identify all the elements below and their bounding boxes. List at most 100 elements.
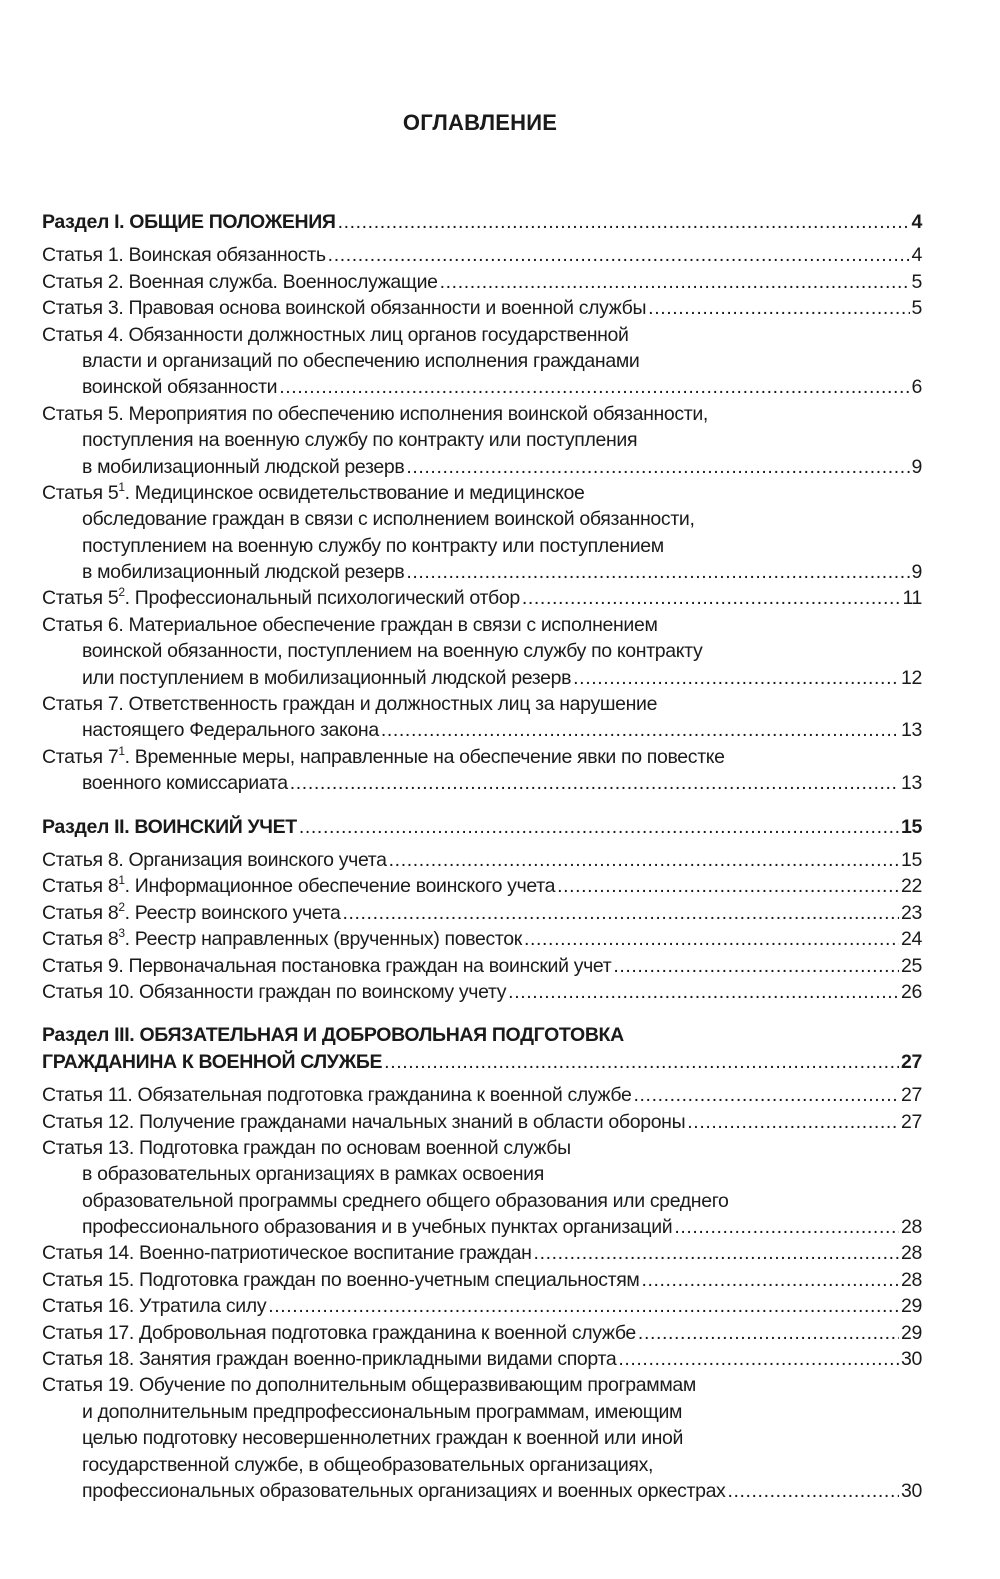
entry-number: Статья 3 [42,297,119,320]
toc-entry[interactable]: Статья 16. Утратила силу 29 [42,1293,922,1319]
entry-title: воинской обязанности [82,376,278,399]
toc-entry[interactable]: Статья 15. Подготовка граждан по военно-… [42,1267,922,1293]
page-number[interactable]: 13 [901,772,922,795]
toc-entry[interactable]: Статья 12. Получение гражданами начальны… [42,1109,922,1135]
entry-number: Статья 2 [42,270,119,293]
toc-line: Статья 15. Подготовка граждан по военно-… [42,1267,922,1293]
page-number[interactable]: 28 [901,1216,922,1239]
page-number[interactable]: 29 [901,1321,922,1344]
toc-entry[interactable]: Статья 52. Профессиональный психологичес… [42,585,922,611]
entry-superscript: 2 [118,585,125,600]
page-number[interactable]: 5 [911,270,923,293]
entry-number: Статья 8 [42,848,119,871]
entry-title: в мобилизационный людской резерв [82,561,405,584]
entry-title: . Подготовка граждан по основам военной … [128,1136,571,1159]
entry-number: Статья 7 [42,693,119,716]
toc-line: в образовательных организациях в рамках … [42,1161,922,1187]
dot-leader [524,926,899,952]
entry-number: Статья 19 [42,1374,129,1397]
page-number[interactable]: 9 [911,561,923,584]
toc-entry[interactable]: Статья 19. Обучение по дополнительным об… [42,1372,922,1504]
page-number[interactable]: 28 [901,1242,922,1265]
dot-leader [634,1082,899,1108]
page-number[interactable]: 29 [901,1295,922,1318]
toc-section[interactable]: Раздел II. ВОИНСКИЙ УЧЕТ 15 [42,814,922,840]
toc-line: Раздел III. ОБЯЗАТЕЛЬНАЯ И ДОБРОВОЛЬНАЯ … [42,1022,922,1048]
toc-entry[interactable]: Статья 10. Обязанности граждан по воинск… [42,979,922,1005]
toc-line: Статья 3. Правовая основа воинской обяза… [42,295,922,321]
entry-number: Статья 5 [42,402,119,425]
dot-leader [557,873,899,899]
page-number[interactable]: 22 [901,875,922,898]
page-number[interactable]: 27 [901,1110,922,1133]
entry-number: Раздел II. ВОИНСКИЙ УЧЕТ [42,815,297,838]
toc-entry[interactable]: Статья 4. Обязанности должностных лиц ор… [42,322,922,401]
toc-entry[interactable]: Статья 3. Правовая основа воинской обяза… [42,295,922,321]
entry-title: . Временные меры, направленные на обеспе… [124,745,725,768]
entry-number: Статья 5 [42,587,119,610]
page-number[interactable]: 13 [901,719,922,742]
page-number[interactable]: 15 [901,848,922,871]
page-number[interactable]: 4 [911,244,923,267]
dot-leader [440,269,910,295]
entry-title: ГРАЖДАНИНА К ВОЕННОЙ СЛУЖБЕ [42,1050,383,1073]
page-number[interactable]: 15 [901,815,922,838]
entry-number: Статья 8 [42,901,119,924]
toc-entry[interactable]: Статья 9. Первоначальная постановка граж… [42,953,922,979]
entry-title: профессиональных образовательных организ… [82,1479,726,1502]
page-number[interactable]: 6 [911,376,923,399]
toc-line: Статья 17. Добровольная подготовка гражд… [42,1320,922,1346]
toc-entry[interactable]: Статья 2. Военная служба. Военнослужащие… [42,269,922,295]
toc-line: Статья 81. Информационное обеспечение во… [42,873,922,899]
dot-leader [389,847,899,873]
page-number[interactable]: 30 [901,1479,922,1502]
entry-title: . Военная служба. Военнослужащие [118,270,438,293]
entry-title: . Подготовка граждан по военно-учетным с… [128,1268,640,1291]
page-number[interactable]: 4 [911,211,923,233]
toc-entry[interactable]: Статья 17. Добровольная подготовка гражд… [42,1320,922,1346]
toc-entry[interactable]: Статья 6. Материальное обеспечение гражд… [42,612,922,691]
toc-section[interactable]: Раздел I. ОБЩИЕ ПОЛОЖЕНИЯ 4 [42,209,922,235]
page-number[interactable]: 9 [911,455,923,478]
page-number[interactable]: 30 [901,1348,922,1371]
dot-leader [674,1214,899,1240]
toc-entry[interactable]: Статья 5. Мероприятия по обеспечению исп… [42,401,922,480]
entry-title: . Мероприятия по обеспечению исполнения … [118,402,709,425]
toc-entry[interactable]: Статья 83. Реестр направленных (врученны… [42,926,922,952]
page-number[interactable]: 12 [901,666,922,689]
entry-title: в образовательных организациях в рамках … [82,1163,544,1186]
toc-entry[interactable]: Статья 14. Военно-патриотическое воспита… [42,1240,922,1266]
toc-line: Статья 11. Обязательная подготовка гражд… [42,1082,922,1108]
toc-entry[interactable]: Статья 18. Занятия граждан военно-прикла… [42,1346,922,1372]
toc-entry[interactable]: Статья 51. Медицинское освидетельствован… [42,480,922,586]
toc-line: военного комиссариата 13 [42,770,922,796]
toc-entry[interactable]: Статья 13. Подготовка граждан по основам… [42,1135,922,1241]
page-number[interactable]: 24 [901,928,922,951]
entry-superscript: 1 [118,873,125,888]
toc-entry[interactable]: Статья 11. Обязательная подготовка гражд… [42,1082,922,1108]
toc-line: воинской обязанности, поступлением на во… [42,638,922,664]
page-number[interactable]: 27 [901,1084,922,1107]
entry-superscript: 1 [118,743,125,758]
toc-entry[interactable]: Статья 82. Реестр воинского учета 23 [42,900,922,926]
entry-title: . Утратила силу [128,1295,267,1318]
toc-entry[interactable]: Статья 1. Воинская обязанность 4 [42,242,922,268]
toc-entry[interactable]: Статья 8. Организация воинского учета 15 [42,847,922,873]
page-number[interactable]: 25 [901,954,922,977]
toc-line: Статья 5. Мероприятия по обеспечению исп… [42,401,922,427]
page-number[interactable]: 23 [901,901,922,924]
toc-entry[interactable]: Статья 71. Временные меры, направленные … [42,744,922,797]
page-number[interactable]: 26 [901,980,922,1003]
toc-section[interactable]: Раздел III. ОБЯЗАТЕЛЬНАЯ И ДОБРОВОЛЬНАЯ … [42,1022,922,1075]
page-number[interactable]: 28 [901,1268,922,1291]
toc-line: Статья 4. Обязанности должностных лиц ор… [42,322,922,348]
toc-entry[interactable]: Статья 7. Ответственность граждан и долж… [42,691,922,744]
toc-entry[interactable]: Статья 81. Информационное обеспечение во… [42,873,922,899]
entry-number: Статья 9 [42,954,119,977]
page-number[interactable]: 5 [911,297,923,320]
entry-number: Статья 15 [42,1268,129,1291]
page-number[interactable]: 11 [902,587,922,610]
entry-superscript: 1 [118,479,125,494]
entry-superscript: 2 [118,899,125,914]
page-number[interactable]: 27 [901,1050,922,1073]
